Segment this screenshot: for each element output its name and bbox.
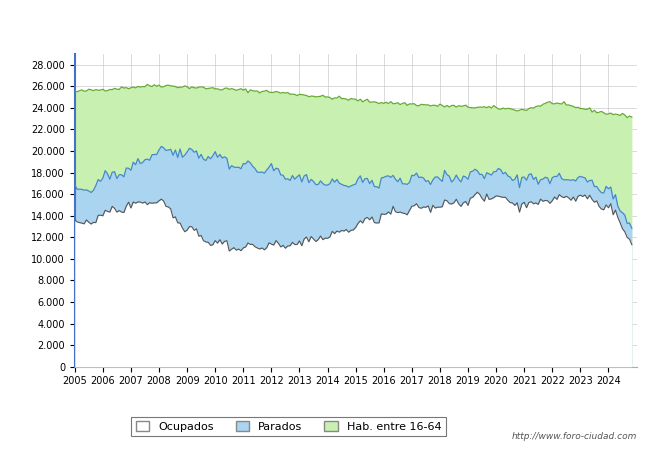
Text: http://www.foro-ciudad.com: http://www.foro-ciudad.com [512,432,637,441]
Legend: Ocupados, Parados, Hab. entre 16-64: Ocupados, Parados, Hab. entre 16-64 [131,417,446,436]
Text: Andújar - Evolucion de la poblacion en edad de Trabajar Noviembre de 2024: Andújar - Evolucion de la poblacion en e… [99,17,551,30]
